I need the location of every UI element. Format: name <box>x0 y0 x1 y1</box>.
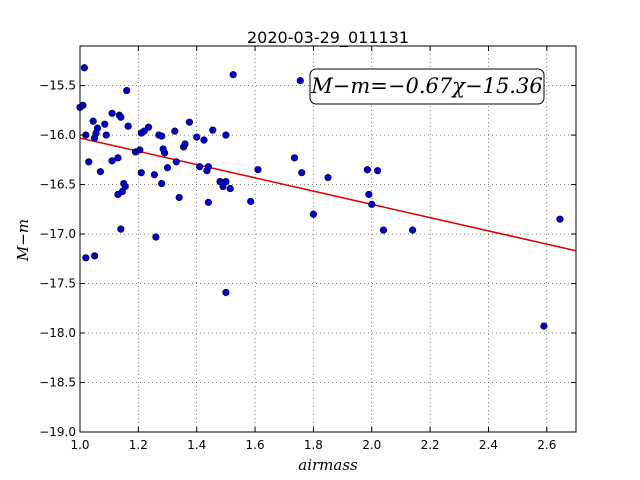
data-point <box>247 197 255 205</box>
x-tick-label: 1.0 <box>70 438 89 452</box>
data-point <box>136 146 144 154</box>
y-tick-label: −18.5 <box>39 376 76 390</box>
data-point <box>117 113 125 121</box>
data-point <box>101 120 109 128</box>
data-point <box>82 254 90 262</box>
data-point <box>193 133 201 141</box>
x-tick-label: 2.6 <box>537 438 556 452</box>
data-point <box>117 225 125 233</box>
x-axis-label: airmass <box>298 456 358 474</box>
data-point <box>108 157 116 165</box>
data-point <box>175 193 183 202</box>
y-tick-label: −15.5 <box>39 79 76 93</box>
data-point <box>374 167 382 175</box>
y-tick-labels: −15.5 −16.0 −16.5 −17.0 −17.5 −18.0 −18.5 −19.0 <box>39 79 76 439</box>
data-point <box>90 252 99 260</box>
equation-annotation: M−m=−0.67χ−15.36 <box>309 68 545 105</box>
data-point <box>108 109 116 117</box>
data-point <box>89 117 97 125</box>
equation-text: M−m=−0.67χ−15.36 <box>310 74 542 98</box>
data-point <box>85 158 93 166</box>
data-point <box>204 163 212 171</box>
data-point <box>209 126 217 134</box>
data-point <box>172 158 180 166</box>
y-tick-label: −18.0 <box>39 326 76 340</box>
x-tick-labels: 1.0 1.2 1.4 1.6 1.8 2.0 2.2 2.4 2.6 <box>70 438 556 452</box>
data-point <box>409 226 417 234</box>
data-point <box>185 118 194 126</box>
data-point <box>226 184 234 193</box>
data-point <box>150 171 158 179</box>
x-tick-label: 1.6 <box>246 438 265 452</box>
plot-frame <box>79 45 577 433</box>
fit-line-layer <box>79 137 577 252</box>
data-point <box>229 71 237 79</box>
data-point <box>93 124 102 132</box>
y-axis-label: M−m <box>14 219 32 262</box>
data-point <box>123 86 131 95</box>
data-point <box>96 168 105 176</box>
x-tick-label: 1.2 <box>129 438 148 452</box>
fit-line <box>79 137 577 252</box>
data-point <box>222 288 230 297</box>
data-point <box>158 132 166 140</box>
y-tick-label: −16.5 <box>39 178 76 192</box>
chart-title: 2020-03-29_011131 <box>247 28 409 48</box>
data-point <box>161 149 169 157</box>
x-tick-label: 2.4 <box>479 438 498 452</box>
data-point <box>363 166 371 174</box>
data-point <box>171 127 179 135</box>
equation-box <box>309 68 545 105</box>
data-point <box>137 169 145 177</box>
y-tick-label: −17.0 <box>39 227 76 241</box>
data-point <box>79 101 87 109</box>
data-points <box>76 64 564 330</box>
x-tick-label: 1.8 <box>304 438 323 452</box>
data-point <box>324 174 332 182</box>
data-point <box>181 140 189 148</box>
data-point <box>290 154 299 162</box>
data-point <box>80 64 88 72</box>
data-point <box>556 215 564 223</box>
data-point <box>200 136 208 144</box>
data-point <box>158 179 166 188</box>
data-point <box>124 122 132 130</box>
data-point <box>204 198 212 206</box>
data-point <box>196 163 204 171</box>
data-point <box>102 131 110 139</box>
axis-ticks <box>79 46 576 433</box>
data-point <box>222 177 230 186</box>
data-point <box>379 226 388 234</box>
data-point <box>368 200 376 208</box>
y-tick-label: −16.0 <box>39 128 76 142</box>
data-point <box>298 169 306 177</box>
data-point <box>296 77 304 85</box>
data-point <box>121 182 129 191</box>
data-point <box>365 190 373 199</box>
data-point <box>114 154 122 162</box>
data-point <box>152 233 160 241</box>
data-point <box>144 123 153 131</box>
y-tick-label: −19.0 <box>39 425 76 439</box>
y-tick-label: −17.5 <box>39 277 76 291</box>
data-point <box>309 210 318 218</box>
x-tick-label: 2.0 <box>362 438 381 452</box>
data-point <box>222 131 230 139</box>
x-tick-label: 1.4 <box>187 438 206 452</box>
data-point <box>254 166 262 174</box>
data-point <box>540 322 548 330</box>
data-point <box>163 164 172 172</box>
x-tick-label: 2.2 <box>421 438 440 452</box>
